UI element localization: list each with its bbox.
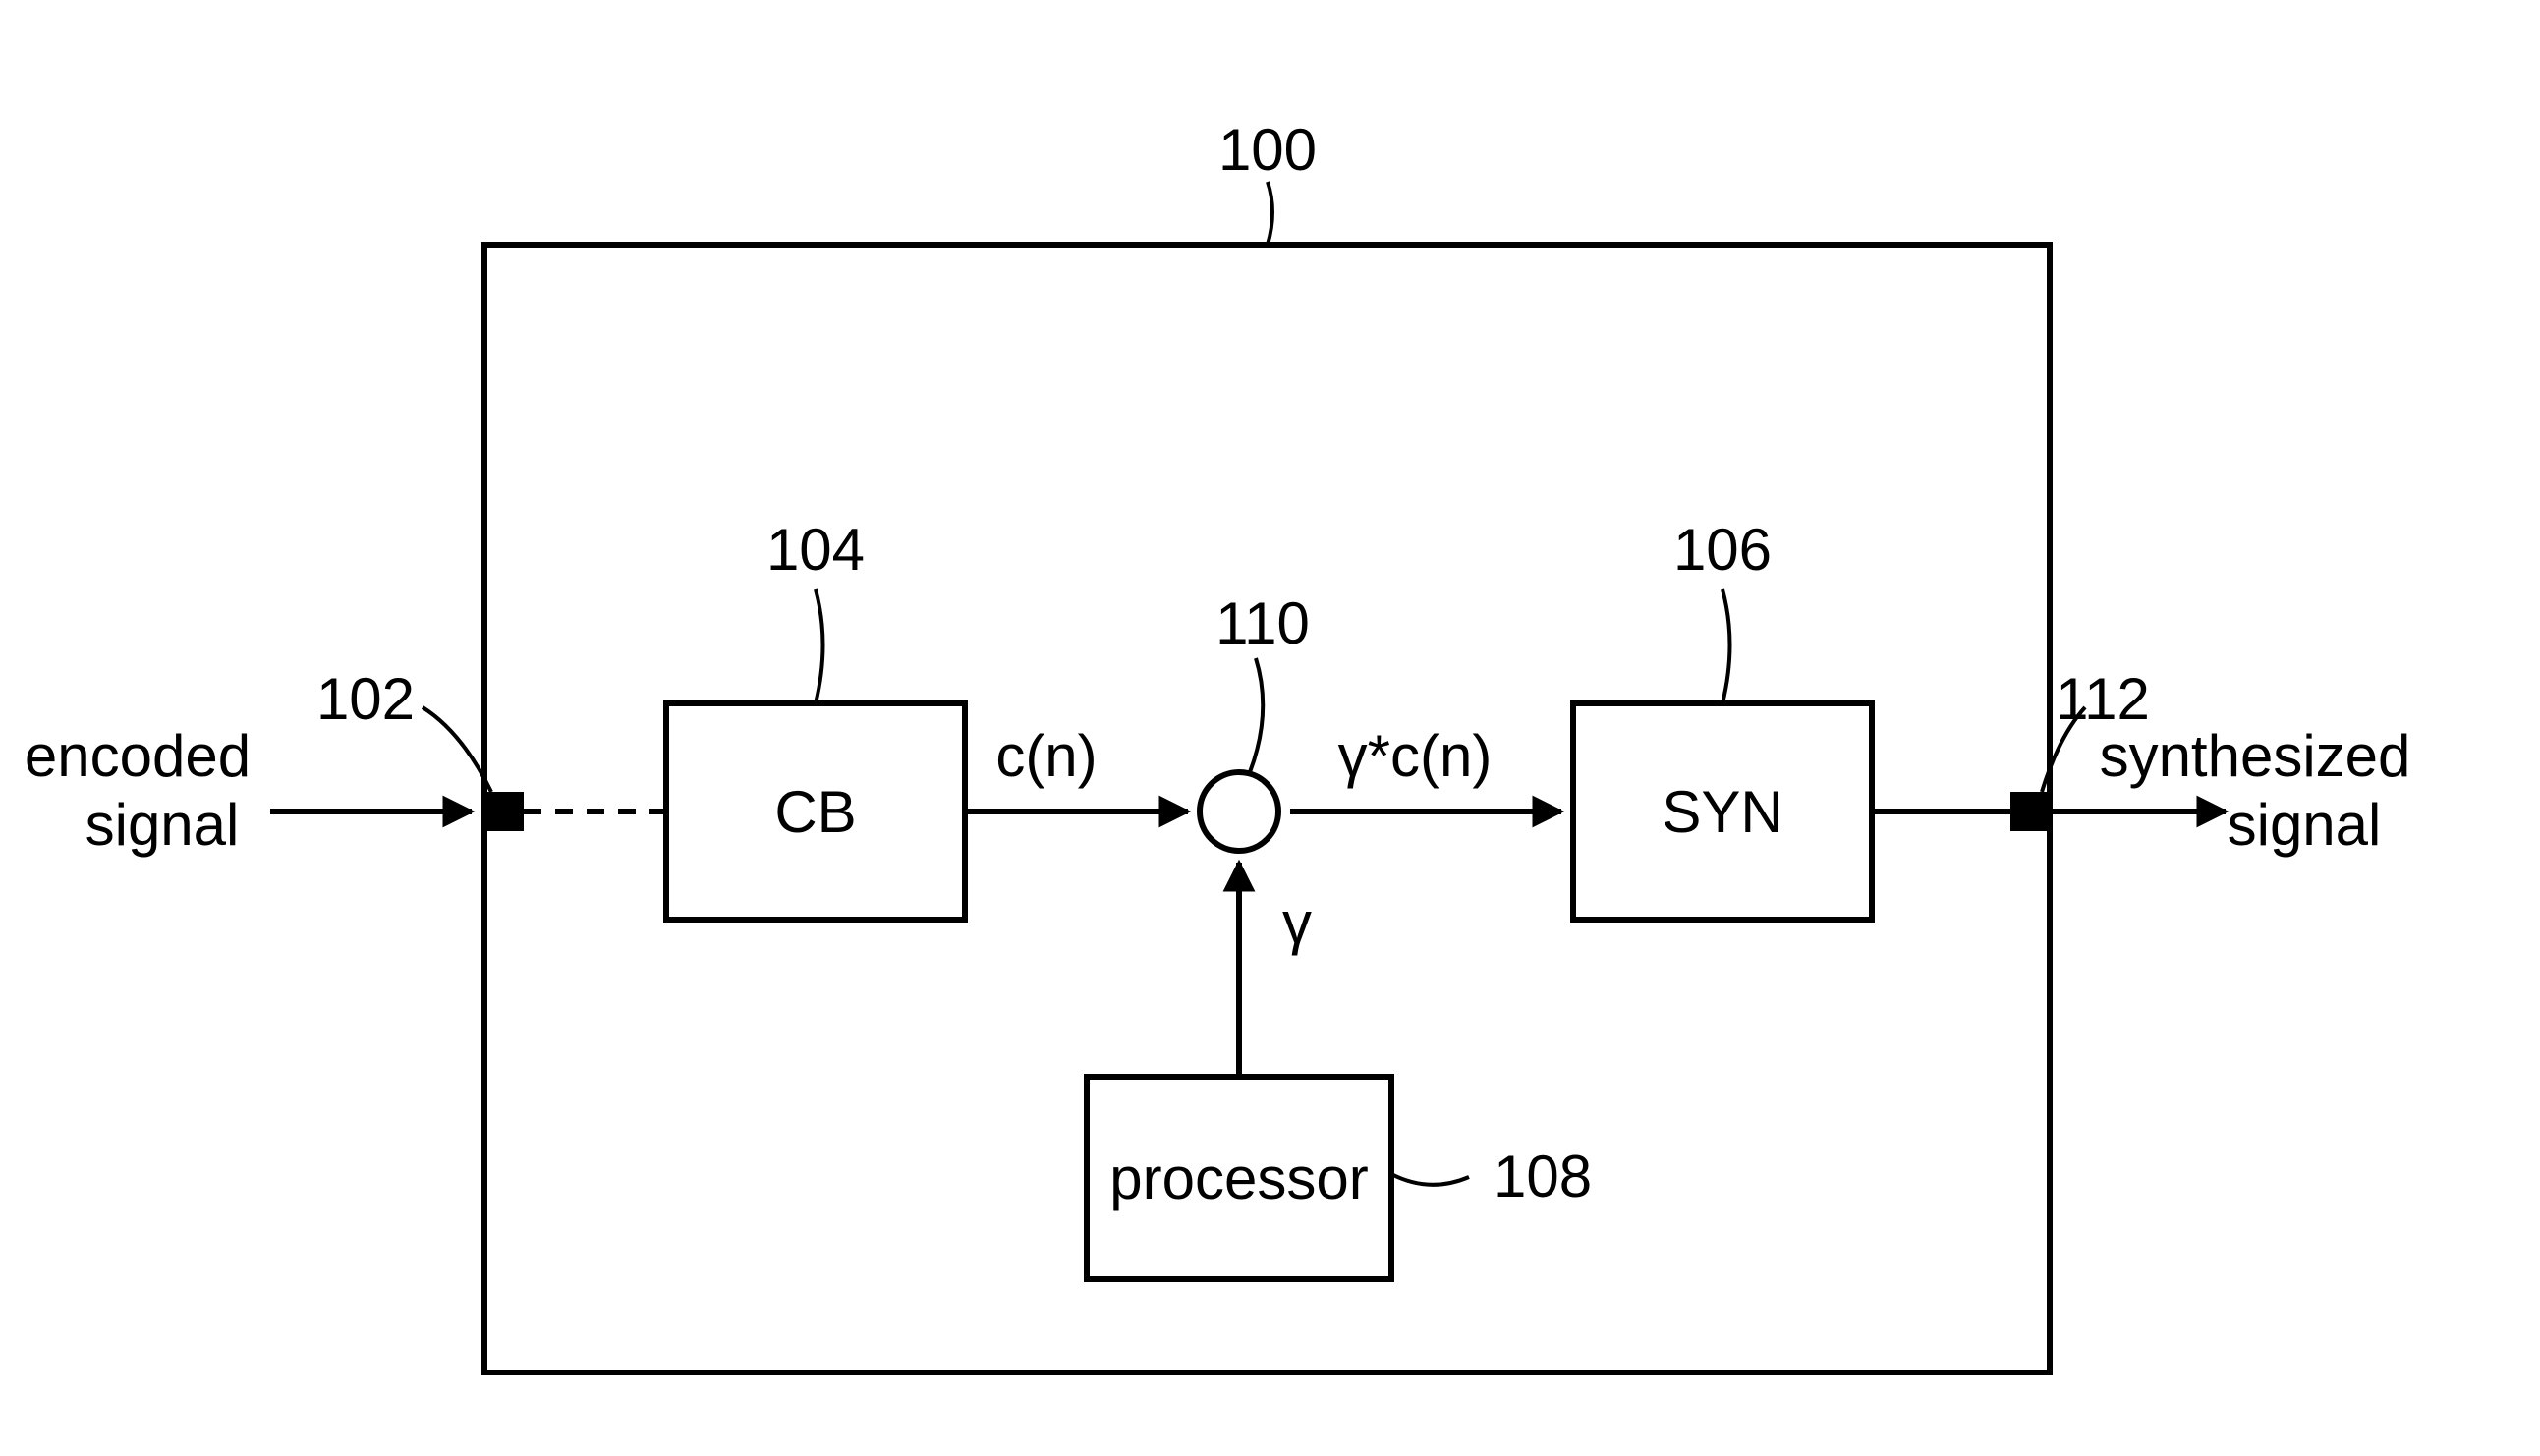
multiply-node: [1200, 772, 1278, 851]
signal-gamma-cn: γ*c(n): [1338, 723, 1493, 789]
tick-104: [816, 589, 823, 703]
ref-106: 106: [1673, 517, 1772, 583]
input-port: [484, 792, 524, 831]
ref-112: 112: [2056, 666, 2150, 732]
signal-gamma: γ: [1282, 890, 1312, 956]
ref-100: 100: [1218, 117, 1317, 183]
tick-102: [423, 707, 491, 792]
tick-106: [1722, 589, 1730, 703]
signal-cn: c(n): [995, 723, 1097, 789]
processor-block-label: processor: [1109, 1146, 1368, 1211]
tick-110: [1250, 658, 1263, 772]
tick-100: [1268, 182, 1272, 245]
ref-104: 104: [766, 517, 865, 583]
output-label-bot: signal: [2228, 792, 2382, 858]
input-label-bot: signal: [85, 792, 240, 858]
ref-108: 108: [1494, 1144, 1592, 1209]
ref-102: 102: [316, 666, 415, 732]
ref-110: 110: [1215, 590, 1310, 656]
syn-block-label: SYN: [1662, 779, 1782, 845]
output-label-top: synthesized: [2100, 723, 2411, 789]
input-label-top: encoded: [25, 723, 251, 789]
tick-108: [1391, 1174, 1469, 1185]
cb-block-label: CB: [774, 779, 856, 845]
